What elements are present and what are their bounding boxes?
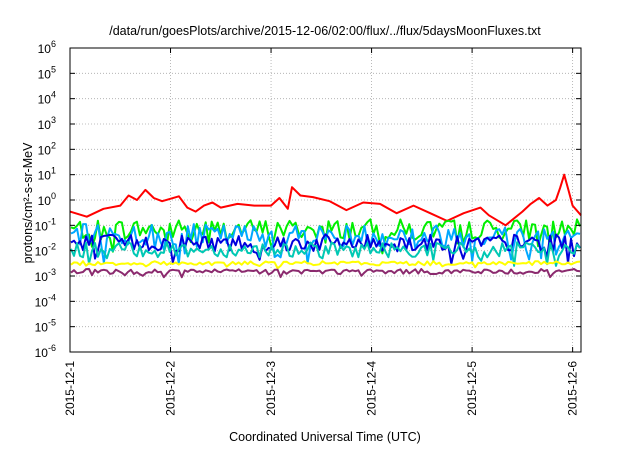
y-tick-label: 10-5 bbox=[35, 318, 56, 335]
series-line-5 bbox=[70, 241, 581, 267]
series-line-6 bbox=[70, 260, 581, 270]
x-tick-label: 2015-12-4 bbox=[365, 361, 379, 416]
y-tick-label: 10-4 bbox=[35, 292, 56, 309]
series-line-3 bbox=[70, 223, 581, 265]
series-line-7 bbox=[70, 268, 581, 279]
data-series bbox=[69, 173, 582, 279]
y-tick-label: 102 bbox=[38, 140, 56, 157]
series-line-2 bbox=[70, 218, 581, 255]
y-tick-label: 103 bbox=[38, 115, 56, 132]
x-tick-label: 2015-12-5 bbox=[465, 361, 479, 416]
y-axis-label: protons/cm²-s-sr-MeV bbox=[21, 142, 35, 264]
y-tick-label: 101 bbox=[38, 166, 56, 183]
series-line-4 bbox=[70, 233, 581, 265]
axes: 10-6 10-5 10-4 10-3 10-2 10-1 100 101 102 103 104 1… bbox=[35, 39, 581, 416]
y-tick-label: 104 bbox=[38, 90, 56, 107]
y-tick-label: 100 bbox=[38, 191, 56, 208]
y-tick-label: 105 bbox=[38, 64, 56, 81]
x-tick-label: 2015-12-2 bbox=[164, 361, 178, 416]
y-tick-label: 106 bbox=[38, 39, 56, 56]
chart-title: /data/run/goesPlots/archive/2015-12-06/0… bbox=[109, 24, 541, 38]
x-tick-label: 2015-12-1 bbox=[63, 361, 77, 416]
series-line-1 bbox=[69, 173, 582, 227]
y-tick-label: 10-1 bbox=[35, 216, 56, 233]
y-tick-label: 10-2 bbox=[35, 242, 56, 259]
x-tick-label: 2015-12-3 bbox=[264, 361, 278, 416]
x-axis-label: Coordinated Universal Time (UTC) bbox=[229, 430, 421, 444]
x-tick-label: 2015-12-6 bbox=[566, 361, 580, 416]
y-tick-label: 10-3 bbox=[35, 267, 56, 284]
y-tick-label: 10-6 bbox=[35, 343, 56, 360]
